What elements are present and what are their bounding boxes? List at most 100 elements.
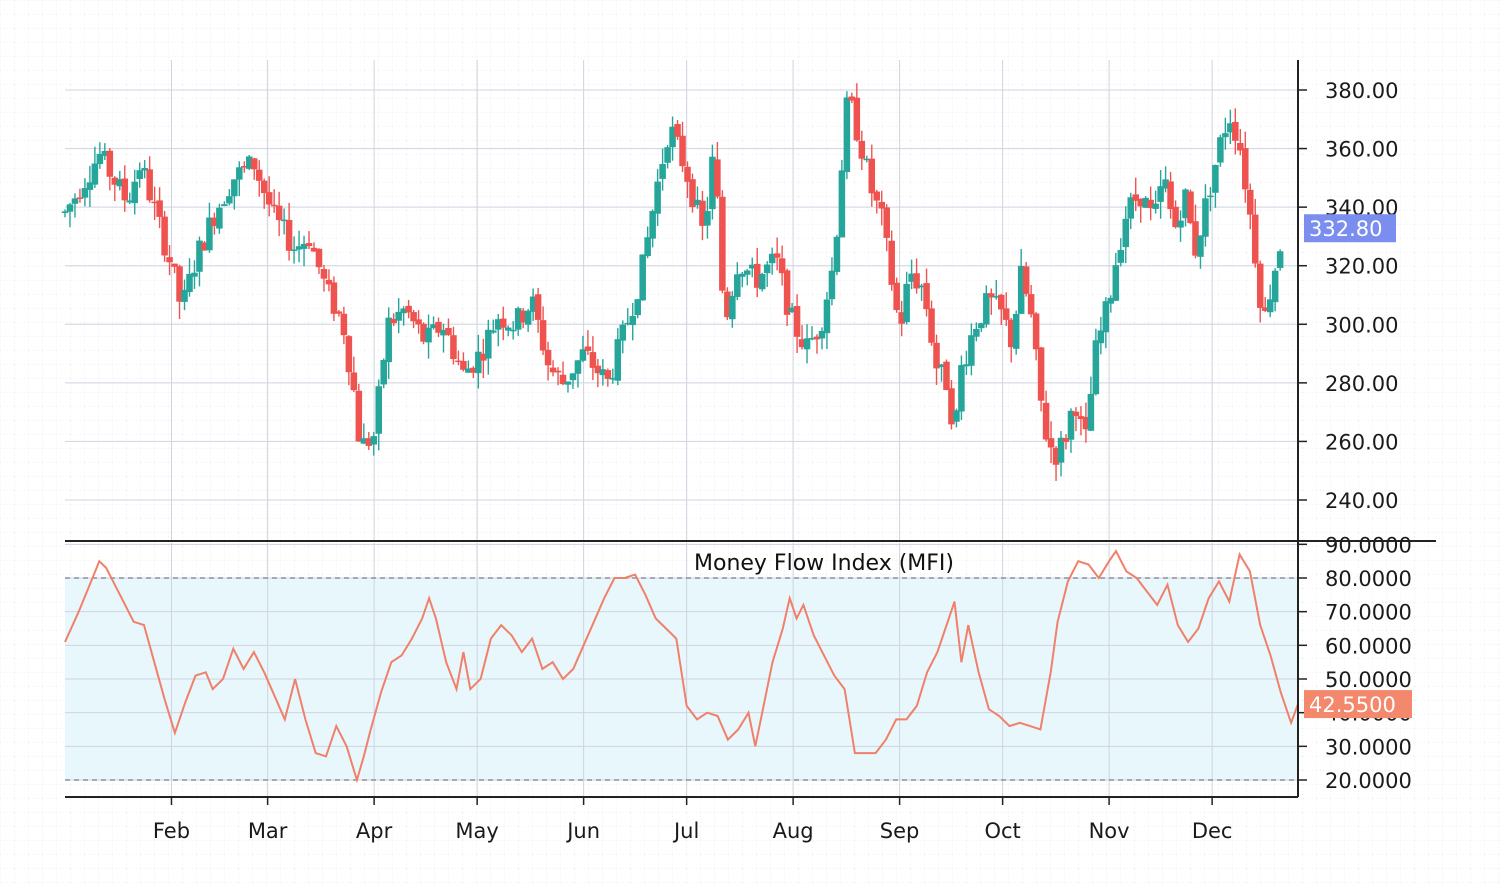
candle-body: [893, 282, 900, 311]
candle: [305, 231, 313, 250]
candle: [654, 169, 661, 226]
candle: [216, 203, 223, 234]
candle-body: [818, 330, 826, 339]
candle-body: [1092, 340, 1100, 395]
candle: [1242, 131, 1249, 203]
candle-body: [539, 320, 547, 351]
candle: [1152, 190, 1159, 214]
candle: [803, 324, 811, 364]
candle-body: [141, 167, 148, 171]
candle: [226, 189, 233, 206]
candle: [544, 341, 552, 381]
candle: [1112, 252, 1120, 302]
candle-body: [504, 327, 512, 331]
candle-body: [574, 360, 582, 374]
candle-body: [1037, 347, 1045, 401]
candle-body: [156, 200, 163, 217]
candle: [330, 276, 338, 322]
candle: [156, 187, 163, 229]
candle: [534, 287, 542, 333]
candle-body: [166, 257, 173, 263]
candle: [679, 121, 686, 173]
candle: [858, 130, 866, 170]
candle: [768, 247, 776, 275]
candle-body: [330, 282, 338, 314]
x-tick-label: Feb: [153, 819, 190, 843]
candle-body: [1271, 270, 1279, 303]
candle-body: [988, 293, 995, 298]
candle: [191, 260, 198, 289]
candle: [325, 269, 333, 292]
candle: [146, 156, 153, 203]
candle: [619, 320, 627, 354]
candle: [763, 261, 771, 288]
candle: [430, 316, 437, 330]
mfi-tick-label: 80.0000: [1325, 567, 1412, 591]
candle: [559, 361, 567, 386]
candle: [1276, 249, 1284, 271]
candle-body: [594, 365, 602, 374]
candle-body: [335, 311, 343, 314]
price-tick-label: 380.00: [1325, 79, 1398, 103]
candle: [111, 176, 119, 202]
candle: [1172, 200, 1179, 229]
candle: [943, 359, 950, 391]
candle-body: [788, 307, 796, 312]
candle-body: [669, 126, 676, 148]
mfi-tick-label: 90.0000: [1325, 533, 1412, 557]
candle-body: [858, 140, 866, 159]
candle: [116, 170, 124, 191]
candle: [470, 366, 477, 379]
candle-body: [385, 317, 392, 363]
candle-body: [236, 167, 243, 180]
candle-body: [968, 335, 975, 366]
mfi-tick-label: 20.0000: [1325, 769, 1412, 793]
candle-body: [355, 390, 363, 442]
candle-body: [993, 296, 1000, 298]
time-x-axis: Feb Mar Apr May Jun Jul Aug Sep Oct Nov Dec: [153, 797, 1232, 843]
candle-body: [778, 258, 786, 274]
candle: [131, 169, 138, 215]
candle-body: [430, 324, 437, 329]
candle-body: [260, 180, 268, 194]
candle-body: [1027, 294, 1035, 315]
candle-body: [739, 273, 746, 277]
candle-body: [126, 200, 134, 203]
candle-body: [66, 204, 74, 212]
candle-body: [1072, 411, 1080, 417]
candle-body: [196, 240, 203, 272]
candle-body: [246, 156, 253, 169]
candle-body: [763, 264, 771, 274]
candle: [480, 338, 487, 379]
candle: [1037, 346, 1045, 412]
candle: [878, 190, 885, 226]
candle-body: [888, 240, 895, 285]
candle-body: [151, 201, 158, 204]
x-tick-label: Jul: [672, 819, 699, 843]
candle-body: [1152, 203, 1159, 209]
candle-body: [709, 156, 716, 210]
candle-body: [1222, 133, 1229, 138]
price-tick-label: 240.00: [1325, 489, 1398, 513]
candle: [1072, 407, 1080, 432]
candle-body: [1137, 198, 1144, 207]
candle-body: [928, 308, 935, 343]
candle-body: [1202, 198, 1209, 237]
candle-body: [958, 365, 965, 412]
candle: [335, 309, 343, 317]
candle: [310, 242, 318, 252]
candle-body: [783, 270, 791, 315]
candle: [171, 263, 178, 274]
candle-body: [878, 201, 885, 209]
x-tick-label: Aug: [773, 819, 814, 843]
candle-body: [803, 338, 811, 350]
candle-body: [121, 178, 129, 201]
candle-body: [1276, 251, 1284, 268]
candle-body: [1261, 307, 1269, 311]
candle: [644, 226, 651, 259]
candle: [514, 306, 522, 336]
candle: [1027, 284, 1035, 318]
candle: [1157, 170, 1164, 219]
candle-body: [758, 273, 766, 290]
candle: [853, 83, 861, 142]
